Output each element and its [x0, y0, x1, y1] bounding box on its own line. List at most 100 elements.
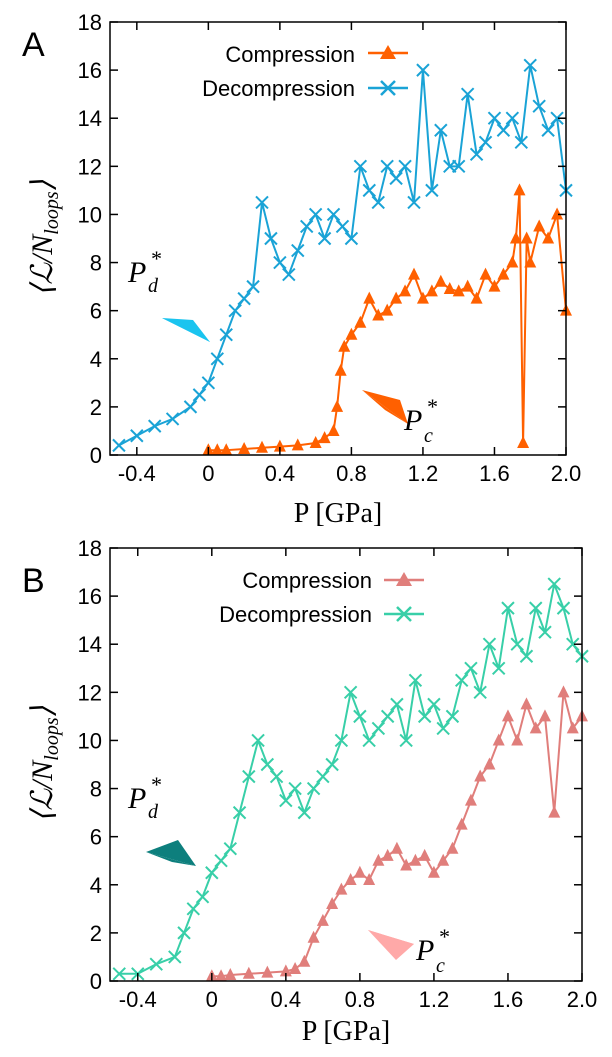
- svg-text:*: *: [150, 772, 161, 797]
- legend-label-decompression: Decompression: [202, 76, 355, 101]
- data-point-compression: [452, 284, 465, 297]
- data-point-compression: [416, 291, 429, 304]
- data-point-compression: [291, 438, 304, 451]
- data-point-decompression: [255, 195, 269, 210]
- legend: Compression Decompression: [219, 568, 424, 627]
- legend-label-compression: Compression: [242, 568, 372, 593]
- data-point-compression: [520, 231, 533, 244]
- x-axis-title: P [GPa]: [302, 1016, 390, 1047]
- data-point-decompression: [282, 267, 296, 282]
- x-tick-label: 1.6: [479, 461, 510, 486]
- y-tick-label: 16: [78, 584, 102, 609]
- data-point-compression: [425, 284, 438, 297]
- data-point-decompression: [269, 769, 284, 784]
- data-point-compression: [363, 291, 376, 304]
- data-point-compression: [408, 267, 420, 280]
- data-point-compression: [316, 913, 329, 926]
- x-tick-label: -0.4: [118, 461, 156, 486]
- x-tick-label: 2.0: [567, 987, 598, 1012]
- data-point-decompression: [532, 99, 546, 113]
- data-point-decompression: [478, 135, 493, 149]
- data-point-decompression: [299, 219, 314, 234]
- data-point-compression: [455, 817, 468, 830]
- data-point-decompression: [147, 419, 162, 433]
- data-point-decompression: [491, 661, 506, 675]
- data-point-compression: [566, 721, 579, 734]
- annotation-pd: P d *: [127, 246, 210, 342]
- y-tick-label: 2: [90, 921, 102, 946]
- data-point-decompression: [308, 207, 323, 222]
- x-tick-label: 1.2: [419, 987, 450, 1012]
- data-point-decompression: [316, 769, 330, 784]
- svg-text:P: P: [415, 934, 434, 967]
- x-tick-label: -0.4: [119, 987, 157, 1012]
- data-point-compression: [363, 872, 376, 885]
- data-point-compression: [542, 231, 555, 244]
- data-point-decompression: [335, 219, 350, 234]
- data-point-decompression: [566, 637, 580, 651]
- y-tick-label: 8: [90, 777, 102, 802]
- data-point-compression: [520, 697, 533, 710]
- y-axis-title: ⟨ℒ/Nloops⟩: [26, 179, 63, 296]
- data-point-decompression: [165, 412, 180, 426]
- x-tick-label: 2.0: [551, 461, 582, 486]
- legend: Compression Decompression: [202, 42, 408, 101]
- data-point-decompression: [514, 135, 529, 149]
- svg-text:d: d: [148, 801, 159, 823]
- data-point-decompression: [408, 673, 423, 688]
- data-point-decompression: [264, 231, 278, 246]
- data-point-decompression: [362, 733, 376, 748]
- data-point-compression: [506, 255, 519, 268]
- data-point-decompression: [186, 902, 201, 916]
- data-point-compression: [211, 443, 224, 456]
- data-point-decompression: [436, 721, 450, 736]
- data-point-decompression: [192, 388, 207, 402]
- data-point-decompression: [443, 159, 457, 174]
- svg-text:c: c: [424, 425, 433, 447]
- data-point-compression: [548, 805, 561, 818]
- data-point-decompression: [460, 87, 475, 101]
- svg-text:P: P: [403, 404, 422, 437]
- data-point-compression: [434, 274, 447, 287]
- data-point-decompression: [112, 967, 126, 981]
- data-point-compression: [390, 841, 403, 854]
- data-point-decompression: [228, 303, 242, 318]
- data-point-decompression: [550, 111, 564, 125]
- data-point-decompression: [214, 854, 228, 868]
- data-point-decompression: [297, 805, 312, 820]
- data-point-compression: [437, 853, 450, 866]
- data-point-compression: [470, 291, 483, 304]
- data-point-compression: [273, 439, 286, 452]
- data-point-compression: [242, 966, 255, 979]
- data-point-compression: [289, 961, 302, 974]
- data-point-decompression: [242, 769, 256, 784]
- data-point-compression: [409, 853, 422, 866]
- data-point-decompression: [353, 159, 368, 174]
- y-tick-label: 10: [78, 728, 102, 753]
- arrow-pd: [146, 840, 196, 866]
- data-point-compression: [492, 733, 505, 746]
- svg-text:P: P: [127, 256, 146, 289]
- data-point-decompression: [445, 709, 460, 724]
- data-point-decompression: [487, 111, 502, 125]
- y-tick-label: 2: [90, 395, 102, 420]
- data-point-compression: [551, 207, 564, 220]
- data-point-compression: [479, 267, 492, 280]
- data-point-decompression: [390, 697, 404, 712]
- data-point-decompression: [482, 637, 497, 651]
- data-point-compression: [488, 279, 501, 292]
- data-point-compression: [307, 930, 320, 943]
- data-point-compression: [483, 757, 496, 770]
- data-point-decompression: [325, 757, 339, 772]
- y-tick-label: 6: [90, 299, 102, 324]
- x-tick-label: 1.6: [493, 987, 524, 1012]
- x-tick-label: 1.2: [408, 461, 439, 486]
- data-point-compression: [344, 872, 357, 885]
- data-point-compression: [334, 363, 347, 376]
- data-point-compression: [474, 769, 487, 782]
- data-point-decompression: [454, 673, 469, 688]
- svg-text:⟨ℒ/Nloops⟩: ⟨ℒ/Nloops⟩: [26, 179, 63, 296]
- y-tick-label: 8: [90, 251, 102, 276]
- data-point-decompression: [112, 438, 126, 453]
- data-point-compression: [326, 897, 339, 910]
